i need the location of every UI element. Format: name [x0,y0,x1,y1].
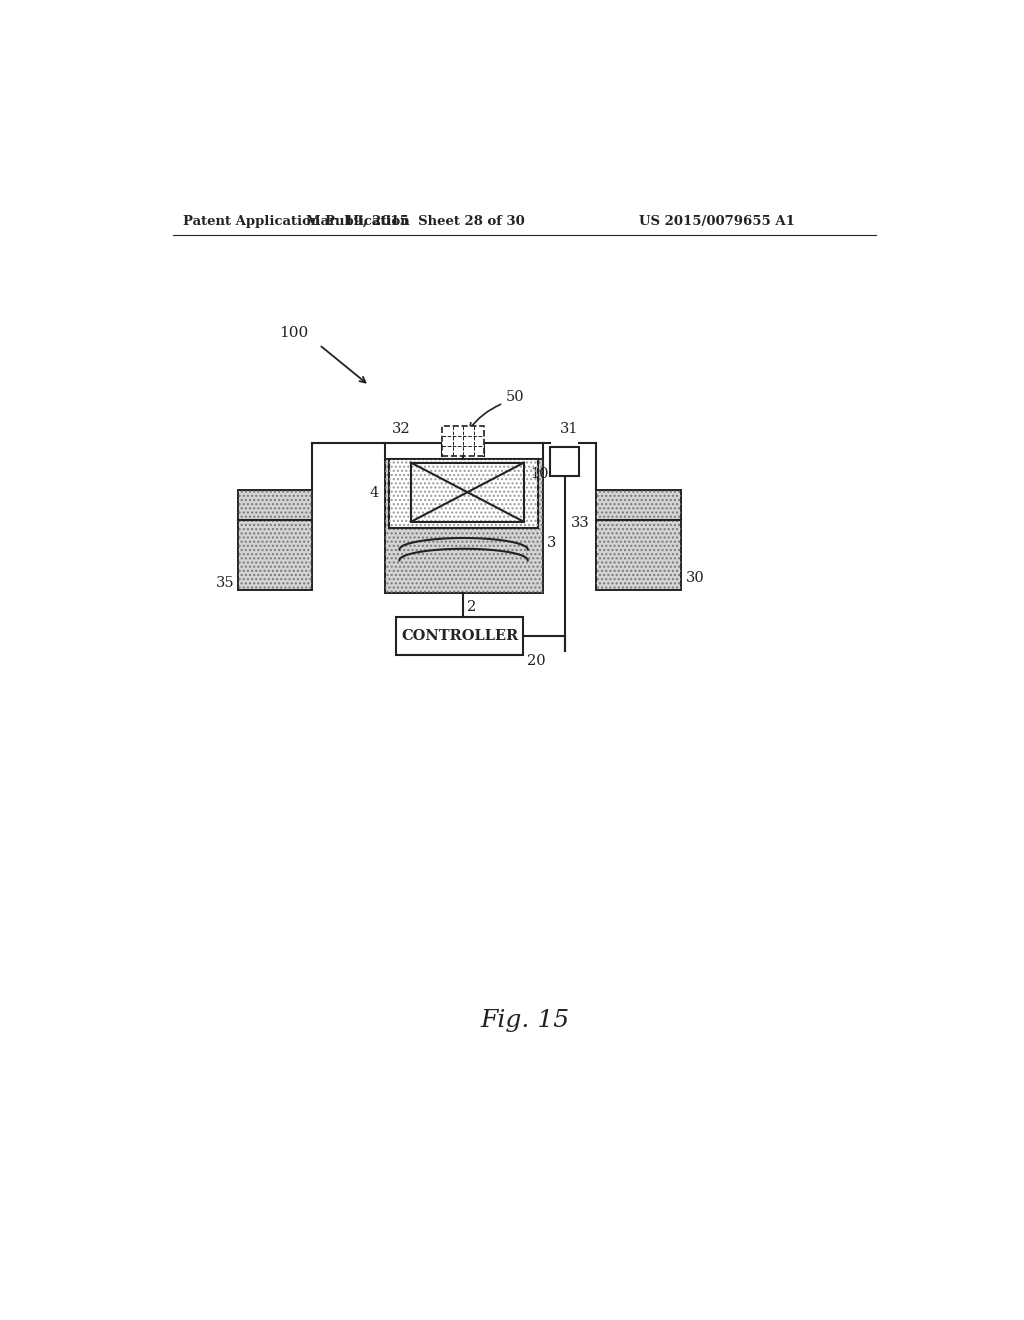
Text: 33: 33 [571,516,590,529]
Bar [385,459,543,594]
Text: Mar. 19, 2015  Sheet 28 of 30: Mar. 19, 2015 Sheet 28 of 30 [306,215,525,228]
Bar [396,616,523,655]
Text: 20: 20 [527,653,546,668]
Text: US 2015/0079655 A1: US 2015/0079655 A1 [639,215,795,228]
Text: Patent Application Publication: Patent Application Publication [183,215,410,228]
Bar [389,459,538,528]
Text: 100: 100 [280,326,308,341]
Bar [596,490,681,590]
Text: 2: 2 [467,601,476,614]
Bar [389,459,538,528]
Bar [442,426,484,455]
Bar [239,490,311,590]
Bar [550,447,580,477]
Text: CONTROLLER: CONTROLLER [401,628,518,643]
Text: 4: 4 [370,486,379,500]
Bar [442,426,484,455]
Bar [385,459,543,594]
Text: 32: 32 [392,422,411,437]
Text: 30: 30 [686,572,705,585]
Text: 35: 35 [216,577,234,590]
Text: 3: 3 [547,536,556,550]
Text: 10: 10 [530,467,549,480]
Text: 50: 50 [506,391,524,404]
Bar [239,490,311,590]
Bar [596,490,681,590]
Text: Fig. 15: Fig. 15 [480,1010,569,1032]
Text: 31: 31 [560,422,579,437]
